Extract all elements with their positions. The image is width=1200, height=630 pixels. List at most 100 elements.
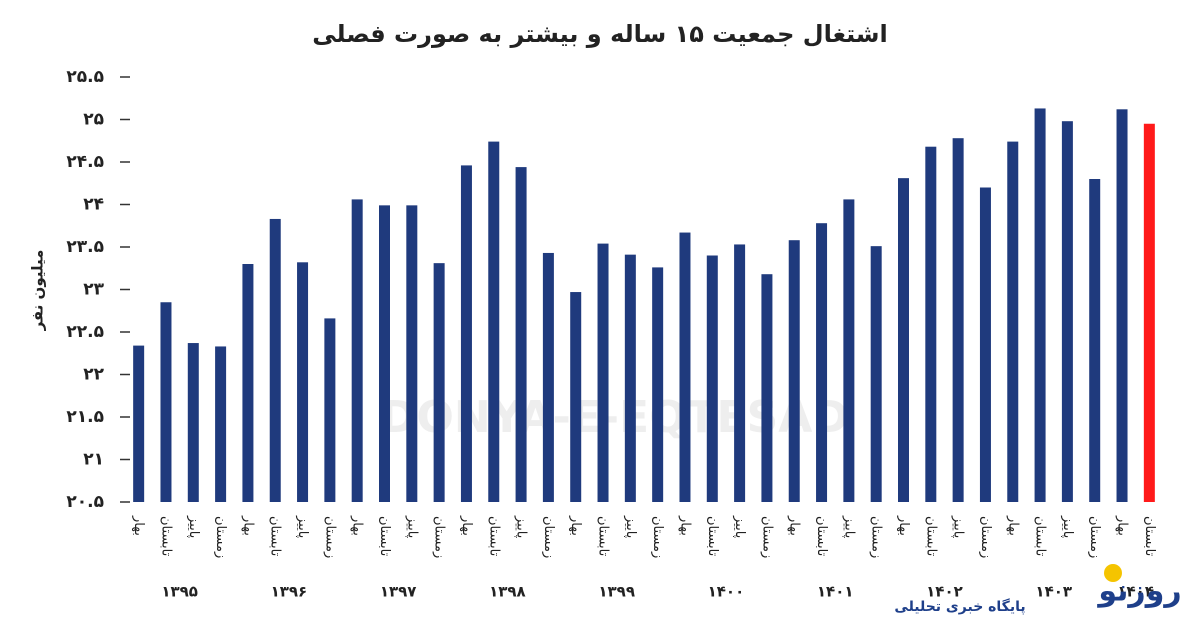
year-label: ۱۳۹۹ (598, 583, 635, 601)
bar (925, 146, 937, 502)
x-tick-label: پاییز (623, 515, 638, 539)
year-label: ۱۳۹۷ (380, 583, 417, 601)
year-label: ۱۳۹۶ (271, 583, 308, 601)
bar (979, 187, 991, 502)
y-tick-label: ۲۰.۵ (66, 492, 104, 512)
bar (597, 243, 609, 502)
x-tick-label: پاییز (404, 515, 419, 539)
x-tick-label: بهار (677, 515, 692, 536)
y-tick-label: ۲۳ (83, 280, 104, 300)
year-label: ۱۴۰۲ (926, 583, 963, 601)
bar (269, 218, 281, 502)
x-tick-label: زمستان (1087, 516, 1102, 558)
bar (761, 274, 773, 502)
x-tick-label: پاییز (186, 515, 201, 539)
x-tick-label: زمستان (322, 516, 337, 558)
year-label: ۱۴۰۰ (708, 583, 745, 601)
bar (734, 244, 746, 502)
bar (679, 232, 691, 503)
year-label: ۱۳۹۸ (489, 583, 526, 601)
x-tick-label: تابستان (596, 516, 611, 557)
y-tick-label: ۲۱ (83, 450, 104, 470)
y-tick-label: ۲۱.۵ (66, 407, 104, 427)
bar (816, 223, 828, 502)
bar (870, 246, 882, 502)
x-tick-label: زمستان (213, 516, 228, 558)
x-tick-label: پاییز (732, 515, 747, 539)
bar (187, 343, 199, 502)
y-tick-label: ۲۴.۵ (66, 152, 104, 172)
bar (898, 178, 909, 502)
x-tick-label: بهار (459, 515, 474, 536)
bar (706, 255, 718, 502)
y-tick-label: ۲۲ (83, 365, 104, 385)
year-label: ۱۴۰۴ (1117, 583, 1154, 601)
x-tick-label: پاییز (951, 515, 966, 539)
bar (160, 302, 172, 502)
x-tick-label: زمستان (541, 516, 556, 558)
x-tick-label: زمستان (978, 516, 993, 558)
bar (488, 141, 500, 502)
x-tick-label: پاییز (295, 515, 310, 539)
x-tick-label: تابستان (1142, 516, 1157, 557)
bar (788, 240, 800, 502)
bar (324, 318, 336, 502)
bar (1007, 141, 1019, 502)
bar (215, 346, 227, 502)
x-tick-label: زمستان (759, 516, 774, 558)
x-tick-label: بهار (240, 515, 255, 536)
x-tick-label: پاییز (514, 515, 529, 539)
year-label: ۱۳۹۵ (161, 583, 198, 601)
x-tick-label: تابستان (923, 516, 938, 557)
x-tick-label: بهار (787, 515, 802, 536)
x-tick-label: پاییز (1060, 515, 1075, 539)
bar (952, 138, 964, 502)
bar (515, 167, 527, 502)
y-tick-label: ۲۵ (83, 110, 104, 130)
x-tick-label: تابستان (268, 516, 283, 557)
bar (351, 199, 363, 502)
x-tick-label: تابستان (377, 516, 392, 557)
bar (624, 254, 636, 502)
chart-title: اشتغال جمعیت ۱۵ ساله و بیشتر به صورت فصل… (312, 20, 888, 48)
watermark: DONYA-E-EQTESAD (380, 392, 849, 443)
bar (1089, 179, 1101, 502)
bar (652, 267, 664, 502)
bar (1061, 121, 1073, 502)
bar (570, 292, 582, 502)
bar (433, 263, 445, 502)
y-axis-label: میلیون نفر (29, 250, 47, 332)
bar (1034, 108, 1046, 502)
x-tick-label: بهار (131, 515, 146, 536)
bar (297, 262, 309, 502)
x-tick-label: بهار (1115, 515, 1130, 536)
bar (242, 264, 254, 502)
year-label: ۱۴۰۳ (1035, 583, 1072, 601)
bar (843, 199, 855, 502)
bar (133, 345, 145, 502)
x-tick-label: بهار (896, 515, 911, 536)
bar (379, 205, 390, 502)
x-tick-label: تابستان (486, 516, 501, 557)
x-tick-label: زمستان (432, 516, 447, 558)
y-tick-label: ۲۲.۵ (66, 322, 104, 342)
x-tick-label: تابستان (814, 516, 829, 557)
bar (1116, 109, 1128, 503)
x-tick-label: زمستان (869, 516, 884, 558)
x-tick-label: تابستان (705, 516, 720, 557)
bar (542, 252, 554, 502)
bar (1143, 123, 1155, 502)
bar (460, 165, 472, 502)
x-tick-label: تابستان (158, 516, 173, 557)
x-tick-label: بهار (350, 515, 365, 536)
y-tick-label: ۲۳.۵ (66, 237, 104, 257)
year-label: ۱۴۰۱ (817, 583, 854, 601)
x-tick-label: زمستان (650, 516, 665, 558)
logo-dot (1104, 564, 1122, 582)
logo-caption: پایگاه خبری تحلیلی (894, 598, 1025, 615)
y-tick-label: ۲۴ (83, 195, 104, 215)
bar (406, 205, 418, 502)
x-tick-label: پاییز (841, 515, 856, 539)
x-tick-label: بهار (568, 515, 583, 536)
